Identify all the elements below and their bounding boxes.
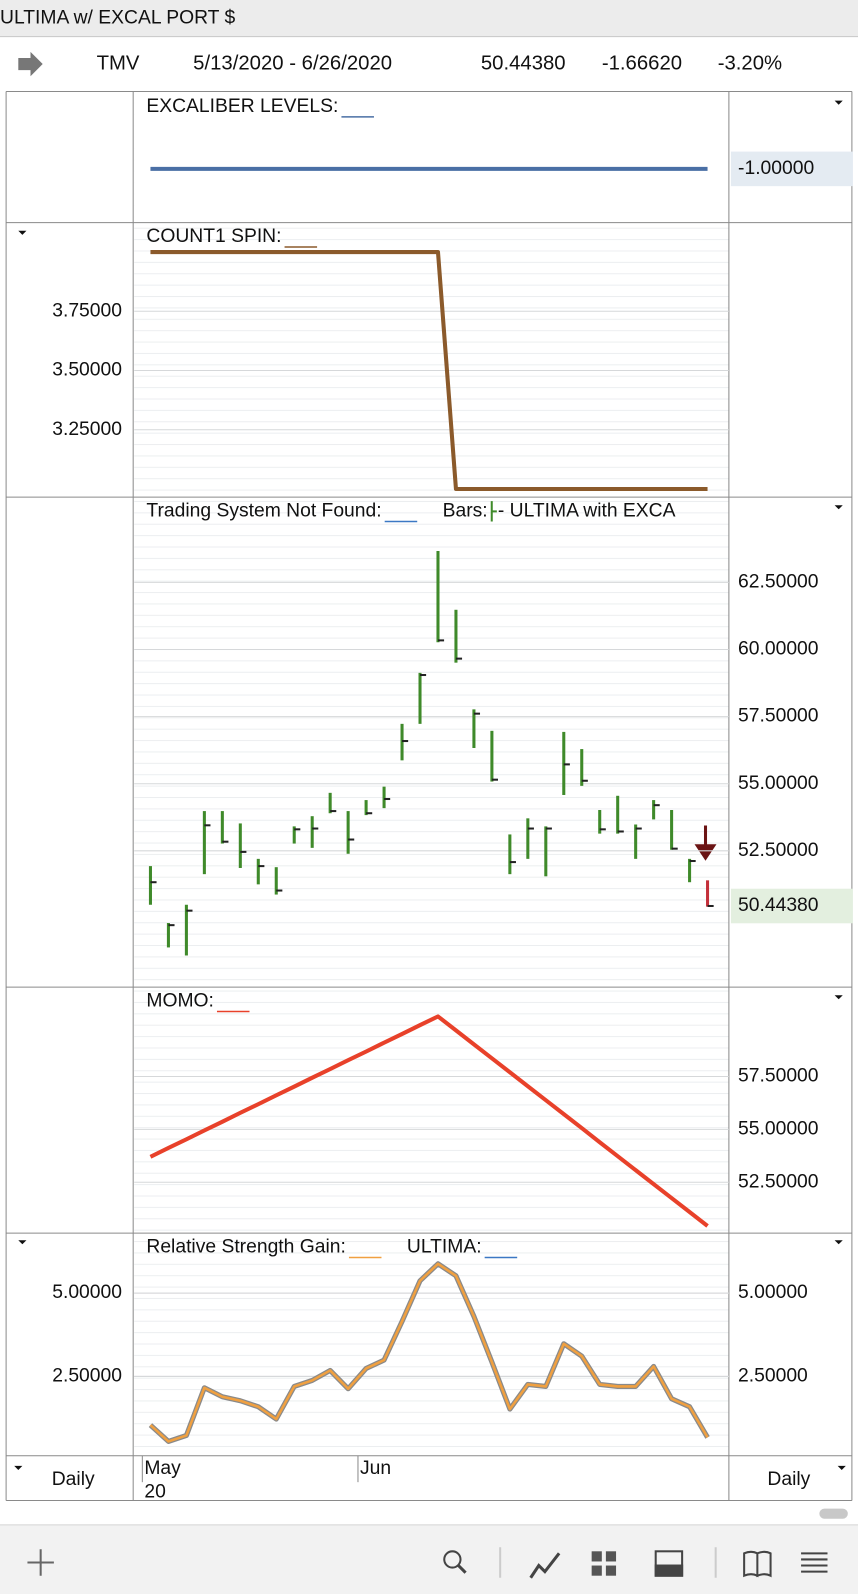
x-tick-label: May: [144, 1458, 181, 1479]
legend-suffix: - ULTIMA with EXCA: [498, 500, 676, 521]
dropdown-markers[interactable]: [14, 100, 846, 1470]
x-year-label: 20: [144, 1481, 165, 1502]
y-tick-label: 55.00000: [738, 1118, 819, 1139]
y-tick-label: 2.50000: [738, 1366, 808, 1387]
y-tick-label: 3.75000: [52, 300, 122, 321]
panel-frame: [5, 90, 853, 1501]
signal-arrow: [694, 825, 717, 861]
legend-label: Relative Strength Gain:: [146, 1236, 346, 1257]
legend-label: Trading System Not Found:: [146, 500, 381, 521]
y-tick-label: 57.50000: [738, 706, 819, 727]
last-value-label: 50.44380: [738, 895, 819, 916]
symbol: TMV: [97, 52, 140, 74]
y-tick-label: 3.25000: [52, 419, 122, 440]
nav-arrow[interactable]: [18, 51, 43, 77]
last-value-tag: [730, 888, 853, 924]
y-tick-label: 62.50000: [738, 571, 819, 592]
y-tick-label: 5.00000: [52, 1282, 122, 1303]
y-tick-label: 60.00000: [738, 639, 819, 660]
y-tick-label: 3.50000: [52, 360, 122, 381]
period-left[interactable]: Daily: [52, 1469, 95, 1490]
legend-label: Bars:: [443, 500, 488, 521]
legend-label: EXCALIBER LEVELS:: [146, 96, 338, 117]
series-line: [150, 250, 708, 492]
y-tick-label: 55.00000: [738, 773, 819, 794]
y-tick-label: 52.50000: [738, 1171, 819, 1192]
change: -1.66620: [602, 52, 682, 74]
period-right[interactable]: Daily: [767, 1469, 810, 1490]
series-line: [149, 1014, 709, 1228]
legend-label: MOMO:: [146, 990, 214, 1011]
scrollbar[interactable]: [819, 1508, 848, 1519]
legend-label: COUNT1 SPIN:: [146, 226, 281, 247]
toolbar: [0, 1524, 858, 1594]
y-tick-label: 52.50000: [738, 840, 819, 861]
x-tick-label: Jun: [360, 1458, 391, 1479]
toolbar-icons[interactable]: [27, 1547, 828, 1579]
y-tick-label: 2.50000: [52, 1366, 122, 1387]
last-value-label: -1.00000: [738, 158, 814, 179]
window-title: ULTIMA w/ EXCAL PORT $: [0, 7, 235, 28]
title-bar: [0, 0, 858, 37]
last-value-tag: [730, 151, 853, 187]
last-price: 50.44380: [481, 52, 566, 74]
y-tick-label: 5.00000: [738, 1282, 808, 1303]
series-line: [149, 1262, 709, 1443]
legend-label: ULTIMA:: [407, 1236, 482, 1257]
change-pct: -3.20%: [718, 52, 782, 74]
legend-swatch: [490, 501, 497, 522]
date-range: 5/13/2020 - 6/26/2020: [193, 52, 392, 74]
y-tick-label: 57.50000: [738, 1066, 819, 1087]
